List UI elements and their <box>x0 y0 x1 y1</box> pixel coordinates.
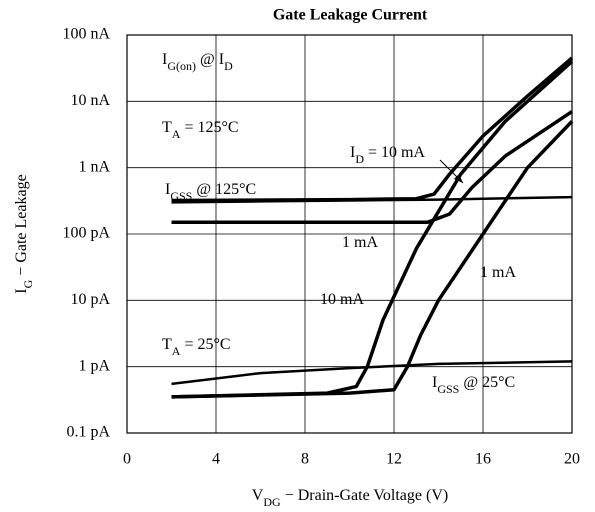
text-part: I <box>162 51 167 68</box>
text-part: G <box>21 279 35 288</box>
text-part: I <box>350 144 355 161</box>
text-part: I <box>165 181 170 198</box>
text-part: @ 25°C <box>459 374 515 391</box>
text-part: DG <box>263 495 281 509</box>
annotation: 10 mA <box>320 291 364 308</box>
annotation: IGSS @ 25°C <box>432 374 515 396</box>
y-tick-label: 10 nA <box>70 92 110 109</box>
text-part: − Drain-Gate Voltage (V) <box>281 487 449 504</box>
annotation: ID = 10 mA <box>350 144 425 166</box>
series-line <box>171 360 573 386</box>
annotation: IG(on) @ ID <box>162 51 233 73</box>
x-tick-label: 16 <box>475 451 491 468</box>
text-part: − Gate Leakage <box>13 174 30 279</box>
y-tick-label: 0.1 pA <box>66 424 110 441</box>
x-tick-label: 0 <box>123 451 131 468</box>
series-line <box>171 120 574 399</box>
chart-title: Gate Leakage Current <box>273 7 428 24</box>
y-axis-label: IG − Gate Leakage <box>13 174 35 293</box>
x-tick-label: 4 <box>212 451 220 468</box>
text-part: A <box>172 127 181 141</box>
series-line <box>171 60 574 399</box>
annotation: 1 mA <box>480 264 516 281</box>
text-part: = 125°C <box>180 119 238 136</box>
text-part: 1 mA <box>342 234 378 251</box>
text-part: I <box>13 288 30 293</box>
text-part: T <box>162 119 172 136</box>
annotation: 1 mA <box>342 234 378 251</box>
y-tick-label: 1 nA <box>78 158 110 175</box>
text-part: G(on) <box>167 59 196 73</box>
text-part: GSS <box>437 382 459 396</box>
text-part: A <box>172 344 181 358</box>
text-part: @ I <box>196 51 224 68</box>
text-part: @ 125°C <box>192 181 256 198</box>
text-part: 10 mA <box>320 291 364 308</box>
annotation: IGSS @ 125°C <box>165 181 256 203</box>
text-part: GSS <box>170 189 192 203</box>
x-axis-label: VDG − Drain-Gate Voltage (V) <box>252 487 448 509</box>
x-tick-label: 8 <box>301 451 309 468</box>
text-part: = 25°C <box>180 336 230 353</box>
text-part: D <box>224 59 233 73</box>
series-line <box>171 110 573 225</box>
annotation: TA = 25°C <box>162 336 231 358</box>
text-part: 1 mA <box>480 264 516 281</box>
y-tick-label: 100 nA <box>62 26 110 43</box>
text-part: = 10 mA <box>364 144 425 161</box>
y-tick-label: 10 pA <box>70 291 110 308</box>
series-line <box>171 56 574 203</box>
text-part: T <box>162 336 172 353</box>
x-tick-label: 12 <box>386 451 402 468</box>
annotation: TA = 125°C <box>162 119 239 141</box>
x-tick-label: 20 <box>564 451 580 468</box>
text-part: D <box>355 152 364 166</box>
y-tick-label: 1 pA <box>78 357 110 374</box>
y-tick-label: 100 pA <box>62 225 110 242</box>
text-part: I <box>432 374 437 391</box>
text-part: V <box>252 487 264 504</box>
